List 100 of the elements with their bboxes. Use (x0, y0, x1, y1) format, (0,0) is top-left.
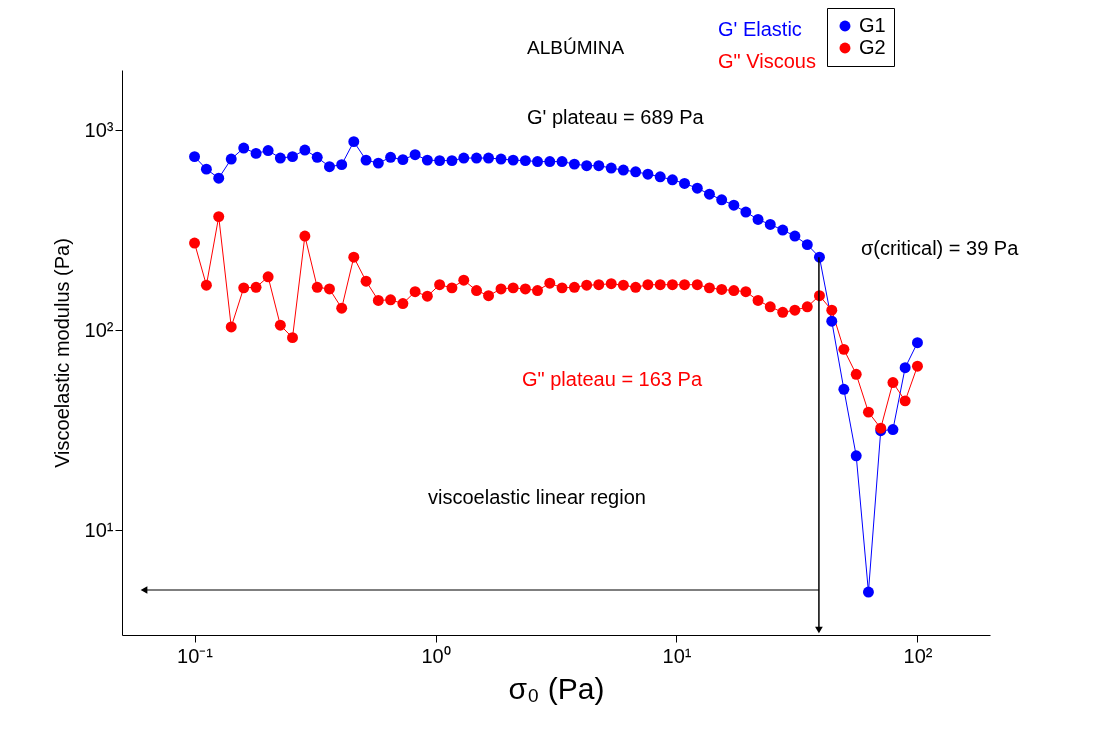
point (238, 282, 250, 294)
point (532, 285, 543, 297)
point (789, 304, 801, 316)
point (495, 283, 507, 295)
point (826, 315, 838, 327)
x-tick-label: 10⁰ (421, 644, 451, 667)
x-tick-label: 10² (903, 644, 933, 667)
point (666, 279, 678, 291)
point (826, 304, 838, 316)
annotation: G" Viscous (718, 50, 816, 72)
point (274, 152, 286, 164)
point (740, 286, 752, 298)
point (446, 155, 458, 167)
point (911, 337, 923, 349)
point (409, 149, 421, 161)
point (471, 285, 483, 297)
point (556, 282, 568, 294)
point (507, 154, 519, 166)
point (409, 286, 421, 298)
point (752, 214, 764, 225)
legend-label: G2 (859, 36, 886, 58)
point (716, 284, 728, 295)
point (850, 368, 862, 380)
point (323, 283, 335, 295)
legend-label: G1 (859, 14, 886, 36)
point (287, 332, 298, 344)
point (911, 360, 923, 372)
point (471, 152, 483, 164)
point (703, 188, 715, 200)
point (360, 275, 372, 287)
chart-title: ALBÚMINA (527, 37, 625, 58)
point (654, 279, 666, 291)
point (458, 274, 470, 286)
point (360, 154, 372, 166)
point (679, 279, 691, 291)
point (642, 168, 654, 180)
point (568, 158, 580, 170)
point (372, 294, 384, 306)
point (397, 154, 409, 166)
point (189, 237, 201, 249)
point (887, 377, 899, 389)
y-tick-label: 10¹ (84, 518, 114, 541)
point (740, 206, 752, 218)
point (593, 160, 605, 172)
point (862, 406, 874, 418)
point (299, 144, 311, 156)
x-tick-label: 10¹ (662, 644, 692, 667)
point (287, 151, 298, 163)
point (630, 166, 642, 178)
point (274, 319, 286, 331)
point (605, 162, 617, 174)
point (789, 230, 801, 242)
point (666, 174, 678, 186)
point (703, 282, 715, 294)
point (200, 163, 212, 175)
point (544, 156, 556, 168)
point (213, 172, 225, 184)
point (458, 152, 470, 164)
point (532, 156, 543, 168)
point (581, 279, 593, 291)
point (556, 156, 568, 168)
point (189, 151, 201, 163)
point (764, 219, 776, 230)
point (250, 147, 262, 159)
point (397, 298, 409, 310)
point (838, 383, 850, 395)
point (434, 279, 446, 291)
point (483, 152, 495, 164)
point (225, 153, 237, 165)
point (519, 155, 531, 167)
point (421, 290, 433, 302)
point (691, 182, 703, 194)
annotation: σ(critical) = 39 Pa (860, 237, 1020, 260)
point (483, 290, 495, 302)
point (238, 142, 250, 154)
point (336, 302, 348, 314)
point (728, 285, 740, 297)
point (777, 306, 789, 318)
point (250, 281, 262, 293)
point (838, 343, 850, 355)
point (323, 161, 335, 173)
point (764, 301, 776, 313)
point (752, 294, 764, 306)
point (544, 277, 556, 289)
point (605, 278, 617, 290)
point (385, 151, 397, 163)
point (495, 153, 507, 165)
point (899, 362, 911, 374)
point (593, 279, 605, 291)
point (850, 450, 862, 462)
point (728, 199, 740, 211)
point (777, 224, 789, 236)
point (862, 586, 874, 598)
point (262, 145, 274, 157)
point (581, 160, 593, 172)
point (691, 279, 703, 291)
text: G' Elastic (718, 18, 802, 40)
point (200, 279, 212, 291)
point (899, 395, 911, 407)
y-tick-label: 10³ (84, 118, 114, 141)
